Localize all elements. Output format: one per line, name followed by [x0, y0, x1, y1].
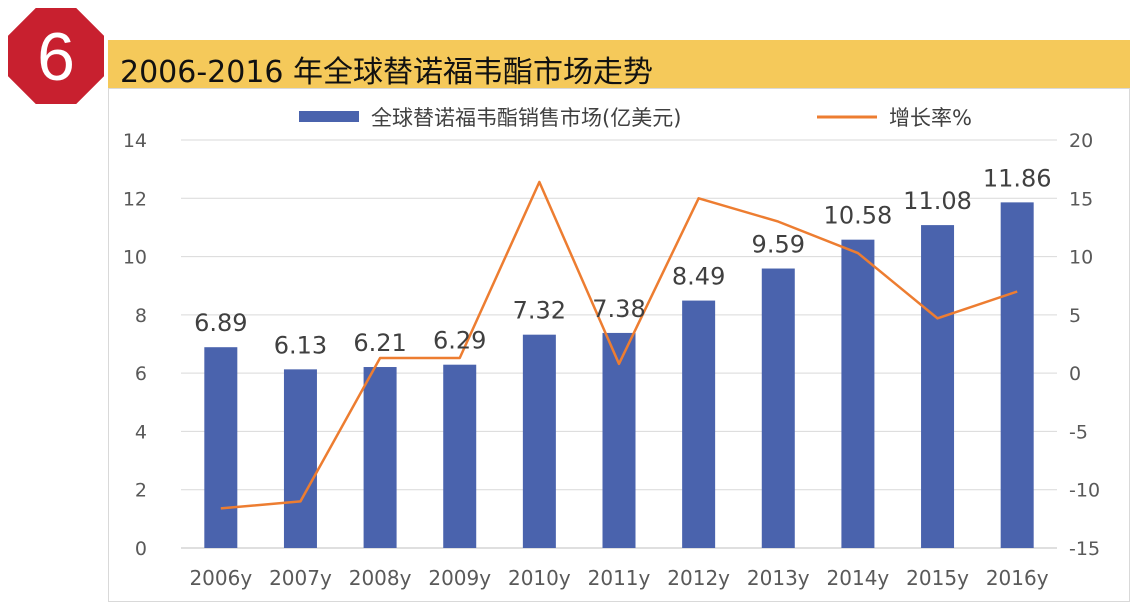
legend-bar-label: 全球替诺福韦酯销售市场(亿美元) [371, 106, 681, 130]
bar-data-label: 11.08 [903, 187, 972, 215]
x-tick-label: 2013y [747, 566, 810, 590]
x-tick-label: 2012y [667, 566, 730, 590]
y-left-tick-label: 2 [135, 480, 147, 502]
bar [363, 367, 397, 548]
bar-data-label: 8.49 [672, 263, 725, 291]
bar [522, 334, 556, 548]
y-right-tick-label: 10 [1069, 247, 1093, 269]
combo-chart: 0 2 4 6 8 10 12 14 -15 -10 -5 0 5 10 15 20 6.89 6.13 6.21 6… [123, 106, 1100, 590]
x-tick-label: 2010y [508, 566, 571, 590]
x-tick-label: 2008y [349, 566, 412, 590]
y-right-tick-label: 0 [1069, 363, 1081, 385]
y-right-tick-label: 5 [1069, 305, 1081, 327]
chart-frame: 0 2 4 6 8 10 12 14 -15 -10 -5 0 5 10 15 20 6.89 6.13 6.21 6… [108, 88, 1130, 602]
bar-data-label: 9.59 [752, 231, 805, 259]
legend-line-label: 增长率% [889, 106, 972, 130]
x-tick-label: 2006y [189, 566, 252, 590]
bar-data-label: 7.32 [513, 297, 566, 325]
legend-bar-swatch [299, 111, 359, 122]
x-tick-label: 2007y [269, 566, 332, 590]
bar-data-label: 6.13 [274, 331, 327, 359]
bar-data-label: 10.58 [824, 202, 893, 230]
y-left-tick-label: 14 [123, 130, 147, 152]
y-right-tick-label: -15 [1069, 538, 1100, 560]
bar [761, 268, 795, 548]
bar [204, 347, 238, 548]
bar [443, 364, 477, 548]
bar-data-label: 6.29 [433, 327, 486, 355]
bar [682, 300, 716, 548]
y-right-tick-label: -10 [1069, 480, 1100, 502]
bar [283, 369, 317, 548]
bar [921, 225, 955, 548]
bar-data-label: 6.89 [194, 309, 247, 337]
x-tick-label: 2014y [827, 566, 890, 590]
bar [841, 239, 875, 548]
bar [602, 332, 636, 548]
y-left-tick-label: 6 [135, 363, 147, 385]
bar-data-label: 7.38 [592, 295, 645, 323]
y-left-tick-label: 10 [123, 247, 147, 269]
bar [1000, 202, 1034, 548]
y-right-tick-label: 20 [1069, 130, 1093, 152]
y-left-tick-label: 12 [123, 188, 147, 210]
x-tick-label: 2011y [588, 566, 651, 590]
bar-data-label: 11.86 [983, 164, 1052, 192]
y-left-tick-label: 4 [135, 421, 147, 443]
x-tick-label: 2016y [986, 566, 1049, 590]
page-title: 2006-2016 年全球替诺福韦酯市场走势 [120, 55, 654, 90]
x-tick-label: 2015y [906, 566, 969, 590]
x-tick-label: 2009y [428, 566, 491, 590]
bar-data-label: 6.21 [353, 329, 406, 357]
section-number-badge: 6 [4, 4, 108, 108]
badge-number: 6 [37, 19, 75, 95]
octagon-badge-shape [4, 4, 108, 108]
y-left-tick-label: 0 [135, 538, 147, 560]
y-right-tick-label: -5 [1069, 421, 1088, 443]
y-left-tick-label: 8 [135, 305, 147, 327]
y-right-tick-label: 15 [1069, 188, 1093, 210]
title-bar: 2006-2016 年全球替诺福韦酯市场走势 [108, 40, 1130, 90]
